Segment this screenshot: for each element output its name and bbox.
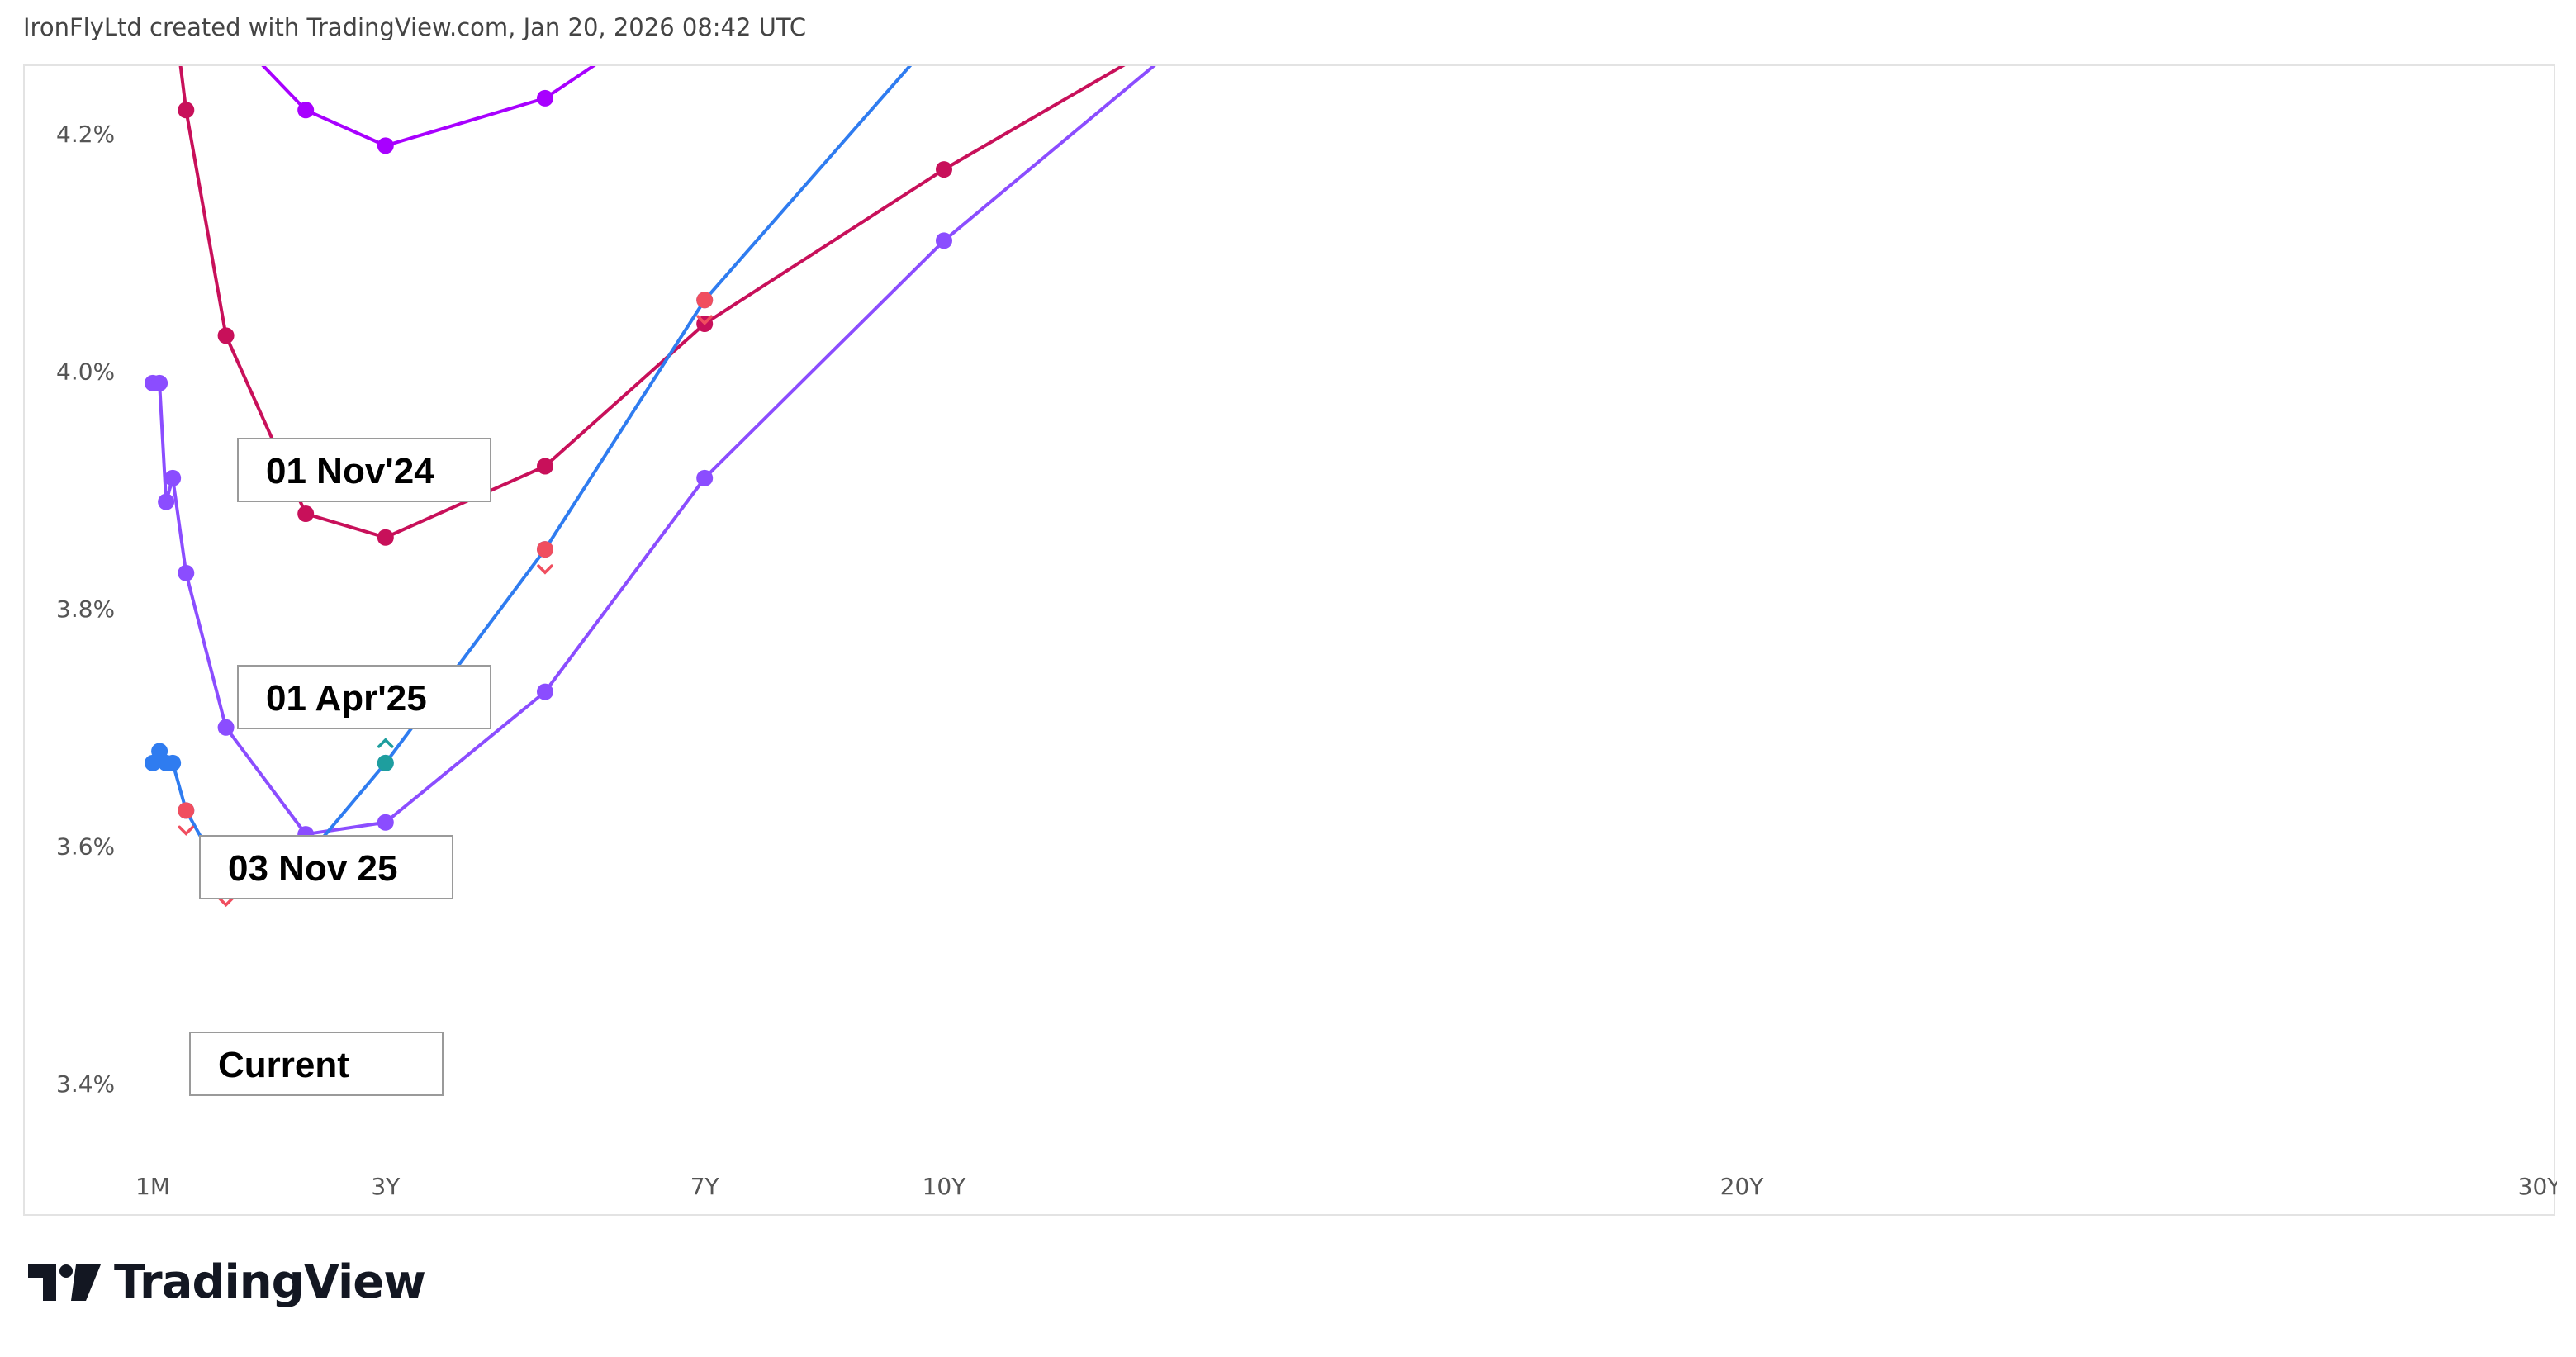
y-tick-label: 3.8% bbox=[56, 595, 115, 623]
chevron-down-icon bbox=[696, 315, 713, 325]
series-line[interactable] bbox=[151, 66, 2540, 884]
tradingview-logo[interactable]: TradingView bbox=[28, 1255, 426, 1309]
chart-panel: 3.4%3.6%3.8%4.0%4.2%4.4%4.6%4.8%5.0%1M3Y… bbox=[23, 64, 2557, 1217]
yield-curve-chart[interactable]: 3.4%3.6%3.8%4.0%4.2%4.4%4.6%4.8%5.0%1M3Y… bbox=[25, 66, 2557, 1217]
change-down-dot bbox=[536, 541, 553, 558]
data-point[interactable] bbox=[536, 89, 553, 107]
series-line[interactable] bbox=[153, 66, 2540, 837]
y-tick-label: 3.6% bbox=[56, 833, 115, 861]
data-point[interactable] bbox=[158, 493, 175, 510]
chevron-down-icon bbox=[217, 896, 235, 908]
x-tick-label: 1M bbox=[135, 1173, 170, 1200]
data-point[interactable] bbox=[164, 469, 182, 486]
x-tick-label: 7Y bbox=[690, 1173, 720, 1200]
series-line[interactable] bbox=[153, 66, 2540, 148]
chart-credit: IronFlyLtd created with TradingView.com,… bbox=[23, 13, 807, 41]
chevron-up-icon bbox=[377, 738, 394, 748]
annotation-label: 03 Nov 25 bbox=[228, 848, 397, 889]
data-point[interactable] bbox=[164, 754, 182, 771]
change-down-dot bbox=[178, 802, 195, 819]
tradingview-wordmark: TradingView bbox=[114, 1255, 426, 1309]
annotation-label: Current bbox=[218, 1045, 349, 1085]
annotation-box bbox=[237, 438, 491, 502]
annotation-box bbox=[237, 665, 491, 729]
data-point[interactable] bbox=[935, 161, 952, 178]
annotation-label: 01 Nov'24 bbox=[266, 451, 434, 491]
x-tick-label: 3Y bbox=[371, 1173, 401, 1200]
y-tick-label: 3.4% bbox=[56, 1070, 115, 1098]
y-tick-label: 4.0% bbox=[56, 358, 115, 386]
data-point[interactable] bbox=[151, 374, 168, 391]
change-down-dot bbox=[696, 292, 714, 309]
data-point[interactable] bbox=[377, 814, 394, 831]
chevron-down-icon bbox=[178, 825, 195, 836]
tradingview-logo-icon bbox=[28, 1264, 101, 1301]
data-point[interactable] bbox=[696, 469, 714, 486]
data-point[interactable] bbox=[178, 102, 195, 119]
data-point[interactable] bbox=[297, 505, 315, 522]
y-tick-label: 4.2% bbox=[56, 121, 115, 148]
annotation-label: 01 Apr'25 bbox=[266, 678, 427, 719]
annotation-box bbox=[199, 835, 453, 899]
x-tick-label: 30Y bbox=[2518, 1173, 2557, 1200]
change-up-dot bbox=[377, 754, 394, 771]
annotation-box bbox=[189, 1032, 444, 1096]
data-point[interactable] bbox=[297, 102, 315, 119]
data-point[interactable] bbox=[217, 327, 235, 344]
data-point[interactable] bbox=[536, 683, 553, 700]
data-point[interactable] bbox=[536, 458, 553, 475]
data-point[interactable] bbox=[178, 564, 195, 581]
data-point[interactable] bbox=[377, 137, 394, 154]
data-point[interactable] bbox=[217, 719, 235, 736]
data-point[interactable] bbox=[377, 529, 394, 546]
series-line[interactable] bbox=[153, 66, 2540, 539]
x-tick-label: 20Y bbox=[1720, 1173, 1765, 1200]
x-tick-label: 10Y bbox=[923, 1173, 967, 1200]
data-point[interactable] bbox=[935, 232, 952, 249]
chevron-down-icon bbox=[537, 564, 553, 575]
